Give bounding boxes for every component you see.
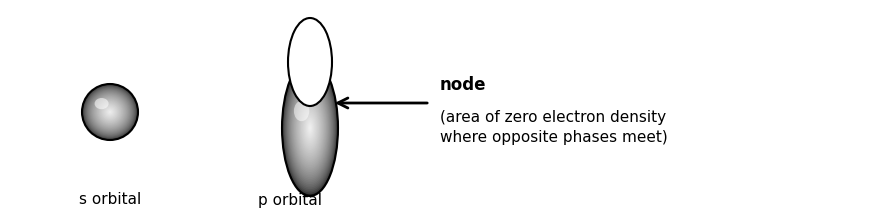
Ellipse shape (303, 113, 316, 143)
Ellipse shape (103, 105, 116, 119)
Ellipse shape (286, 70, 334, 186)
Ellipse shape (100, 102, 120, 122)
Ellipse shape (304, 114, 315, 142)
Ellipse shape (298, 99, 322, 157)
Ellipse shape (84, 86, 136, 138)
Ellipse shape (90, 92, 129, 131)
Ellipse shape (282, 60, 338, 196)
Ellipse shape (106, 108, 113, 116)
Ellipse shape (295, 92, 324, 164)
Ellipse shape (284, 65, 335, 191)
Ellipse shape (308, 125, 311, 131)
Ellipse shape (92, 94, 128, 130)
Ellipse shape (282, 62, 337, 194)
Ellipse shape (306, 119, 313, 136)
Text: p orbital: p orbital (258, 192, 322, 207)
Ellipse shape (297, 97, 322, 159)
Ellipse shape (96, 98, 124, 126)
Ellipse shape (294, 101, 309, 121)
Ellipse shape (83, 85, 136, 139)
Ellipse shape (102, 103, 118, 120)
Ellipse shape (107, 109, 113, 115)
Ellipse shape (99, 101, 121, 123)
Ellipse shape (285, 69, 334, 187)
Ellipse shape (284, 67, 335, 189)
Ellipse shape (89, 91, 131, 133)
Ellipse shape (91, 93, 129, 131)
Ellipse shape (291, 84, 328, 172)
Ellipse shape (109, 111, 110, 113)
Ellipse shape (295, 90, 325, 165)
Ellipse shape (288, 74, 332, 182)
Ellipse shape (96, 99, 123, 125)
Text: s orbital: s orbital (79, 192, 141, 207)
Ellipse shape (301, 106, 319, 150)
Ellipse shape (302, 108, 318, 148)
Ellipse shape (92, 95, 128, 129)
Ellipse shape (87, 89, 133, 135)
Ellipse shape (96, 97, 124, 127)
Ellipse shape (295, 94, 323, 162)
Ellipse shape (283, 63, 336, 193)
Ellipse shape (298, 101, 321, 155)
Ellipse shape (106, 108, 114, 116)
Ellipse shape (82, 84, 138, 140)
Ellipse shape (88, 90, 131, 134)
Ellipse shape (103, 106, 116, 118)
Ellipse shape (98, 100, 122, 124)
Ellipse shape (290, 80, 329, 176)
Ellipse shape (103, 104, 117, 120)
Ellipse shape (289, 79, 330, 177)
Ellipse shape (299, 103, 320, 153)
Ellipse shape (293, 87, 327, 169)
Ellipse shape (292, 86, 327, 170)
Ellipse shape (287, 72, 333, 184)
Ellipse shape (302, 109, 317, 147)
Ellipse shape (95, 98, 109, 109)
Ellipse shape (94, 96, 126, 128)
Text: node: node (440, 76, 486, 94)
Ellipse shape (288, 75, 331, 181)
Ellipse shape (93, 95, 127, 129)
Ellipse shape (296, 96, 323, 160)
Ellipse shape (307, 121, 313, 135)
Ellipse shape (83, 85, 137, 139)
Ellipse shape (291, 82, 328, 174)
Ellipse shape (109, 111, 111, 113)
Ellipse shape (305, 116, 315, 140)
Ellipse shape (289, 77, 330, 179)
Ellipse shape (308, 123, 312, 133)
Ellipse shape (288, 18, 332, 106)
Ellipse shape (88, 90, 132, 134)
Ellipse shape (84, 87, 135, 137)
Text: (area of zero electron density
where opposite phases meet): (area of zero electron density where opp… (440, 110, 667, 145)
Ellipse shape (85, 88, 135, 136)
Ellipse shape (305, 118, 314, 138)
Ellipse shape (90, 92, 130, 132)
Ellipse shape (108, 110, 112, 114)
Ellipse shape (300, 104, 320, 152)
Ellipse shape (97, 99, 123, 125)
Ellipse shape (105, 107, 115, 117)
Ellipse shape (86, 88, 134, 136)
Ellipse shape (95, 97, 125, 127)
Ellipse shape (99, 101, 121, 123)
Ellipse shape (104, 106, 116, 118)
Ellipse shape (309, 126, 310, 130)
Ellipse shape (101, 103, 119, 121)
Ellipse shape (302, 111, 316, 145)
Ellipse shape (294, 89, 326, 167)
